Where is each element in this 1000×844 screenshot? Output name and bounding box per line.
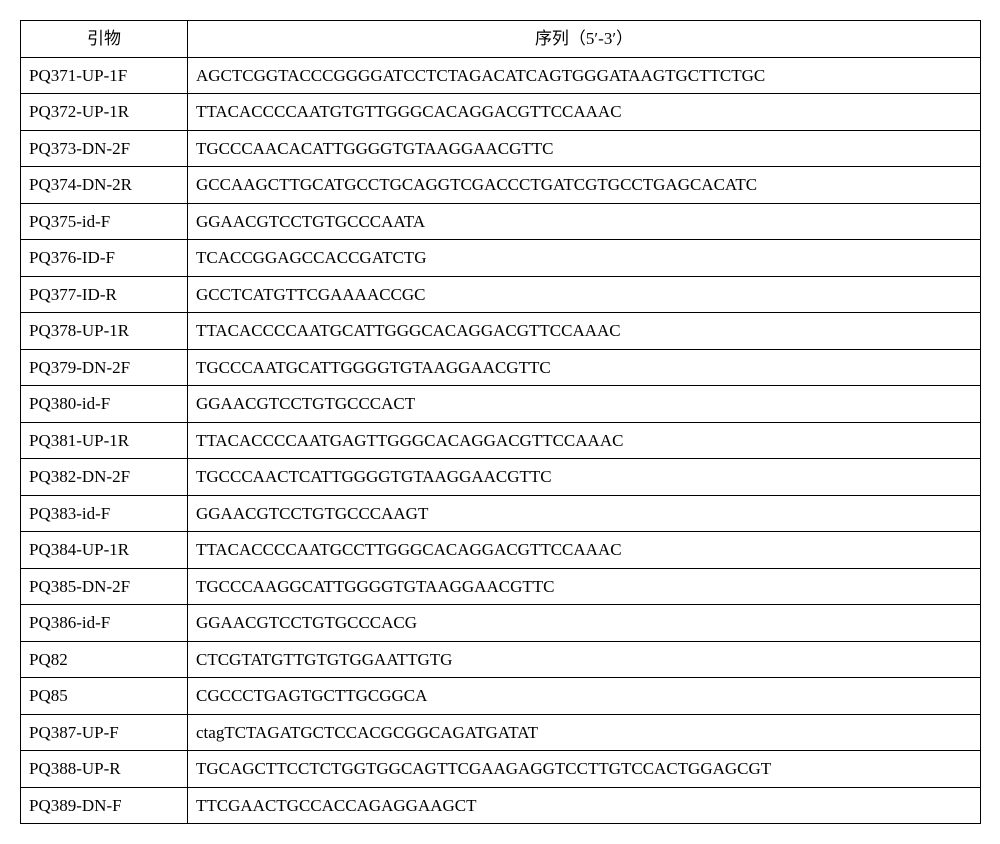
primer-cell: PQ379-DN-2F (21, 349, 188, 386)
table-row: PQ381-UP-1RTTACACCCCAATGAGTTGGGCACAGGACG… (21, 422, 981, 459)
sequence-cell: GGAACGTCCTGTGCCCAATA (188, 203, 981, 240)
sequence-cell: CGCCCTGAGTGCTTGCGGCA (188, 678, 981, 715)
table-row: PQ384-UP-1RTTACACCCCAATGCCTTGGGCACAGGACG… (21, 532, 981, 569)
sequence-cell: TGCCCAACACATTGGGGTGTAAGGAACGTTC (188, 130, 981, 167)
sequence-cell: TGCCCAACTCATTGGGGTGTAAGGAACGTTC (188, 459, 981, 496)
table-row: PQ378-UP-1RTTACACCCCAATGCATTGGGCACAGGACG… (21, 313, 981, 350)
primer-cell: PQ389-DN-F (21, 787, 188, 824)
sequence-cell: CTCGTATGTTGTGTGGAATTGTG (188, 641, 981, 678)
table-row: PQ389-DN-FTTCGAACTGCCACCAGAGGAAGCT (21, 787, 981, 824)
table-header-row: 引物 序列（5′-3′） (21, 21, 981, 58)
table-row: PQ371-UP-1FAGCTCGGTACCCGGGGATCCTCTAGACAT… (21, 57, 981, 94)
table-row: PQ386-id-FGGAACGTCCTGTGCCCACG (21, 605, 981, 642)
primer-cell: PQ82 (21, 641, 188, 678)
primer-cell: PQ380-id-F (21, 386, 188, 423)
primer-cell: PQ387-UP-F (21, 714, 188, 751)
table-row: PQ380-id-FGGAACGTCCTGTGCCCACT (21, 386, 981, 423)
table-row: PQ373-DN-2FTGCCCAACACATTGGGGTGTAAGGAACGT… (21, 130, 981, 167)
primer-cell: PQ385-DN-2F (21, 568, 188, 605)
table-row: PQ388-UP-RTGCAGCTTCCTCTGGTGGCAGTTCGAAGAG… (21, 751, 981, 788)
sequence-cell: TCACCGGAGCCACCGATCTG (188, 240, 981, 277)
table-row: PQ374-DN-2RGCCAAGCTTGCATGCCTGCAGGTCGACCC… (21, 167, 981, 204)
table-row: PQ385-DN-2FTGCCCAAGGCATTGGGGTGTAAGGAACGT… (21, 568, 981, 605)
primer-cell: PQ375-id-F (21, 203, 188, 240)
table-row: PQ383-id-FGGAACGTCCTGTGCCCAAGT (21, 495, 981, 532)
primer-cell: PQ374-DN-2R (21, 167, 188, 204)
sequence-cell: TTCGAACTGCCACCAGAGGAAGCT (188, 787, 981, 824)
sequence-cell: TTACACCCCAATGAGTTGGGCACAGGACGTTCCAAAC (188, 422, 981, 459)
table-row: PQ387-UP-FctagTCTAGATGCTCCACGCGGCAGATGAT… (21, 714, 981, 751)
primer-cell: PQ378-UP-1R (21, 313, 188, 350)
sequence-cell: TGCCCAATGCATTGGGGTGTAAGGAACGTTC (188, 349, 981, 386)
sequence-cell: AGCTCGGTACCCGGGGATCCTCTAGACATCAGTGGGATAA… (188, 57, 981, 94)
primer-cell: PQ376-ID-F (21, 240, 188, 277)
table-row: PQ85CGCCCTGAGTGCTTGCGGCA (21, 678, 981, 715)
sequence-cell: TGCCCAAGGCATTGGGGTGTAAGGAACGTTC (188, 568, 981, 605)
table-row: PQ376-ID-FTCACCGGAGCCACCGATCTG (21, 240, 981, 277)
primer-cell: PQ373-DN-2F (21, 130, 188, 167)
primer-cell: PQ386-id-F (21, 605, 188, 642)
sequence-cell: TTACACCCCAATGCATTGGGCACAGGACGTTCCAAAC (188, 313, 981, 350)
primer-sequence-table: 引物 序列（5′-3′） PQ371-UP-1FAGCTCGGTACCCGGGG… (20, 20, 981, 824)
sequence-cell: TTACACCCCAATGTGTTGGGCACAGGACGTTCCAAAC (188, 94, 981, 131)
table-row: PQ377-ID-RGCCTCATGTTCGAAAACCGC (21, 276, 981, 313)
sequence-cell: TGCAGCTTCCTCTGGTGGCAGTTCGAAGAGGTCCTTGTCC… (188, 751, 981, 788)
primer-cell: PQ85 (21, 678, 188, 715)
table-row: PQ82CTCGTATGTTGTGTGGAATTGTG (21, 641, 981, 678)
table-row: PQ382-DN-2FTGCCCAACTCATTGGGGTGTAAGGAACGT… (21, 459, 981, 496)
primer-cell: PQ388-UP-R (21, 751, 188, 788)
primer-cell: PQ382-DN-2F (21, 459, 188, 496)
sequence-cell: GGAACGTCCTGTGCCCACT (188, 386, 981, 423)
sequence-cell: GCCAAGCTTGCATGCCTGCAGGTCGACCCTGATCGTGCCT… (188, 167, 981, 204)
table-row: PQ379-DN-2FTGCCCAATGCATTGGGGTGTAAGGAACGT… (21, 349, 981, 386)
table-row: PQ372-UP-1RTTACACCCCAATGTGTTGGGCACAGGACG… (21, 94, 981, 131)
sequence-cell: GGAACGTCCTGTGCCCAAGT (188, 495, 981, 532)
table-row: PQ375-id-FGGAACGTCCTGTGCCCAATA (21, 203, 981, 240)
primer-cell: PQ372-UP-1R (21, 94, 188, 131)
primer-cell: PQ377-ID-R (21, 276, 188, 313)
sequence-cell: GCCTCATGTTCGAAAACCGC (188, 276, 981, 313)
primer-cell: PQ381-UP-1R (21, 422, 188, 459)
primer-cell: PQ371-UP-1F (21, 57, 188, 94)
sequence-cell: GGAACGTCCTGTGCCCACG (188, 605, 981, 642)
sequence-cell: TTACACCCCAATGCCTTGGGCACAGGACGTTCCAAAC (188, 532, 981, 569)
header-sequence: 序列（5′-3′） (188, 21, 981, 58)
sequence-cell: ctagTCTAGATGCTCCACGCGGCAGATGATAT (188, 714, 981, 751)
primer-cell: PQ383-id-F (21, 495, 188, 532)
header-primer: 引物 (21, 21, 188, 58)
primer-cell: PQ384-UP-1R (21, 532, 188, 569)
